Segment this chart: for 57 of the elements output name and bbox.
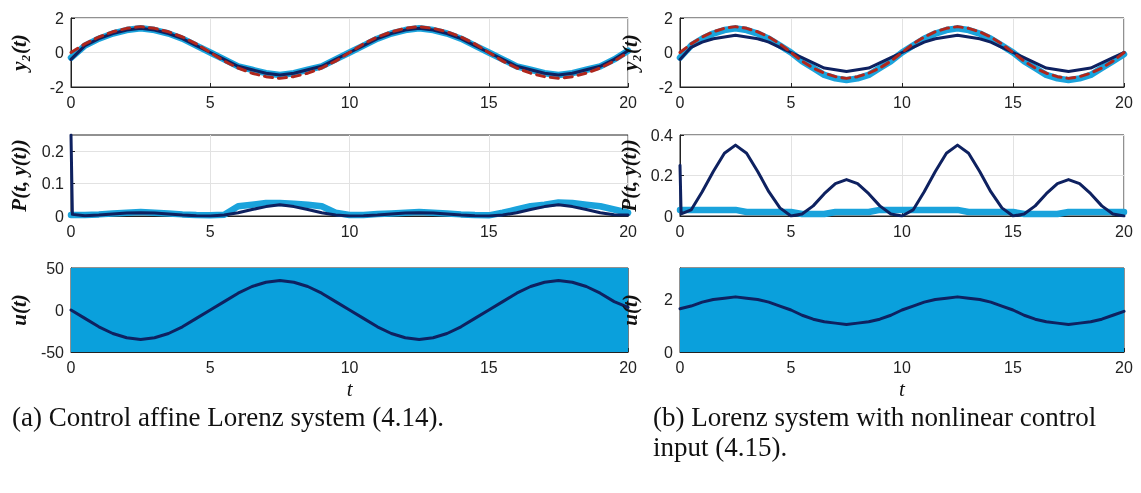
x-tick-label: 10 bbox=[340, 93, 359, 111]
y-tick-label: 2 bbox=[664, 9, 674, 27]
x-tick-label: 20 bbox=[619, 358, 638, 376]
x-tick-label: 5 bbox=[205, 93, 215, 111]
x-tick-label: 0 bbox=[675, 93, 685, 111]
x-tick-label: 10 bbox=[893, 358, 911, 376]
x-tick-label: 5 bbox=[205, 358, 215, 376]
y-axis-title: P(t, y(t)) bbox=[6, 139, 31, 213]
x-tick-label: 15 bbox=[1004, 222, 1022, 240]
x-tick-label: 10 bbox=[893, 93, 911, 111]
x-tick-label: 20 bbox=[1115, 93, 1133, 111]
x-tick-label: 0 bbox=[66, 358, 76, 376]
y-tick-label: 0 bbox=[55, 44, 65, 61]
y-axis-title: P(t, y(t)) bbox=[617, 139, 642, 213]
x-tick-label: 0 bbox=[66, 222, 76, 240]
x-tick-label: 10 bbox=[893, 222, 911, 240]
x-tick-label: 0 bbox=[675, 358, 685, 376]
x-tick-label: 20 bbox=[619, 93, 638, 111]
x-tick-label: 10 bbox=[340, 358, 359, 376]
y-tick-label: 0.1 bbox=[41, 175, 65, 193]
x-tick-label: 5 bbox=[786, 93, 796, 111]
x-axis-title: t bbox=[899, 376, 907, 401]
y-tick-label: 0 bbox=[664, 207, 674, 225]
y-tick-label: 50 bbox=[46, 259, 65, 277]
x-tick-label: 15 bbox=[479, 93, 498, 111]
x-tick-label: 20 bbox=[1115, 358, 1133, 376]
y-tick-label: 0 bbox=[664, 343, 674, 361]
x-tick-label: 5 bbox=[205, 222, 215, 240]
y-tick-label: -2 bbox=[49, 78, 65, 96]
y-tick-label: 2 bbox=[55, 9, 65, 27]
x-tick-label: 0 bbox=[675, 222, 685, 240]
y-tick-label: -50 bbox=[40, 343, 65, 361]
y-axis-title: u(t) bbox=[6, 294, 31, 326]
y-tick-label: 0.4 bbox=[650, 126, 674, 144]
text: (b) Lorenz system with nonlinear control input (4.15). bbox=[653, 402, 1103, 462]
x-tick-label: 5 bbox=[786, 222, 796, 240]
y-tick-label: -2 bbox=[658, 78, 674, 96]
y-tick-label: 0.2 bbox=[41, 142, 65, 160]
x-tick-label: 15 bbox=[1004, 358, 1022, 376]
x-tick-label: 5 bbox=[786, 358, 796, 376]
y-tick-label: 0 bbox=[55, 301, 65, 319]
x-tick-label: 15 bbox=[479, 222, 498, 240]
text: (a) Control affine Lorenz system (4.14). bbox=[12, 402, 445, 432]
x-tick-label: 15 bbox=[479, 358, 498, 376]
y-tick-label: 2 bbox=[664, 291, 674, 308]
x-tick-label: 0 bbox=[66, 93, 76, 111]
y-axis-title: y₂(t) bbox=[617, 34, 642, 74]
y-tick-label: 0 bbox=[664, 44, 674, 61]
y-tick-label: 0.2 bbox=[650, 167, 674, 184]
x-tick-label: 10 bbox=[340, 222, 359, 240]
y-axis-title: u(t) bbox=[617, 294, 642, 326]
x-tick-label: 20 bbox=[619, 222, 638, 240]
x-axis-title: t bbox=[346, 376, 354, 401]
x-tick-label: 15 bbox=[1004, 93, 1022, 111]
y-axis-title: y₂(t) bbox=[6, 34, 31, 74]
x-tick-label: 20 bbox=[1115, 222, 1133, 240]
y-tick-label: 0 bbox=[55, 207, 65, 225]
